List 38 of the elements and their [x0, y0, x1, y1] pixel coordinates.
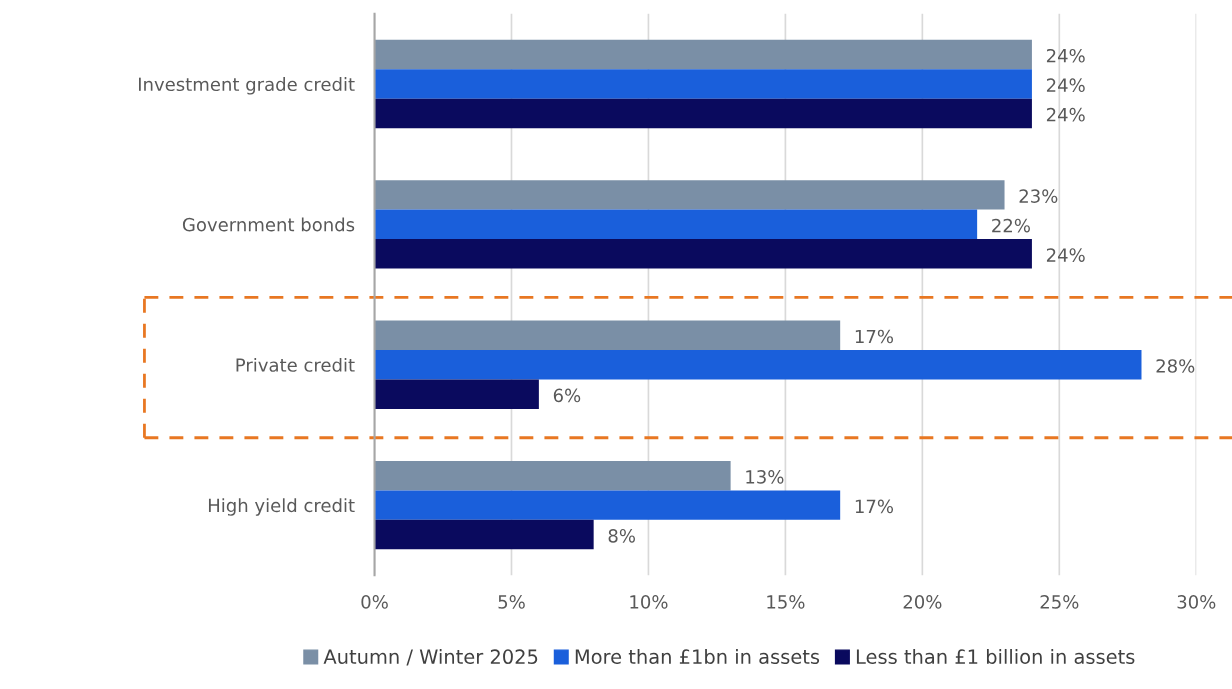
x-tick-label: 30%: [1177, 595, 1216, 609]
legend-label: More than £1bn in assets: [575, 648, 820, 665]
bar: [374, 180, 1005, 210]
bar: [374, 98, 1032, 129]
bar: [374, 239, 1032, 269]
bar: [374, 350, 1142, 380]
data-label: 13%: [746, 470, 784, 484]
x-tick-label: 20%: [903, 595, 942, 609]
y-tick-label: Private credit: [236, 357, 355, 372]
bar: [374, 39, 1032, 70]
x-tick-label: 15%: [767, 595, 805, 609]
bar: [374, 460, 731, 491]
bar: [374, 379, 539, 409]
data-label: 22%: [992, 218, 1030, 233]
bar: [374, 490, 841, 520]
x-tick-label: 10%: [630, 595, 668, 609]
bar: [374, 69, 1032, 99]
data-label: 23%: [1019, 189, 1058, 203]
data-label: 24%: [1046, 48, 1085, 63]
bar: [374, 519, 594, 550]
legend-label: Autumn / Winter 2025: [323, 648, 538, 666]
x-tick-label: 0%: [361, 595, 388, 609]
bar: [374, 209, 978, 240]
data-label: 6%: [553, 388, 581, 403]
y-tick-label: Government bonds: [182, 217, 355, 232]
x-tick-label: 5%: [498, 595, 525, 609]
data-label: 24%: [1046, 248, 1085, 262]
y-tick-label: High yield credit: [208, 498, 355, 516]
data-label: 24%: [1046, 78, 1085, 93]
data-label: 17%: [855, 329, 894, 344]
data-label: 17%: [855, 499, 894, 514]
legend-label: Less than £1 billion in assets: [856, 648, 1135, 665]
data-label: 28%: [1156, 359, 1195, 373]
data-label: 24%: [1046, 107, 1085, 122]
y-tick-label: Investment grade credit: [138, 77, 355, 95]
data-label: 8%: [608, 528, 635, 543]
x-tick-label: 25%: [1040, 595, 1079, 609]
bar: [374, 320, 841, 350]
